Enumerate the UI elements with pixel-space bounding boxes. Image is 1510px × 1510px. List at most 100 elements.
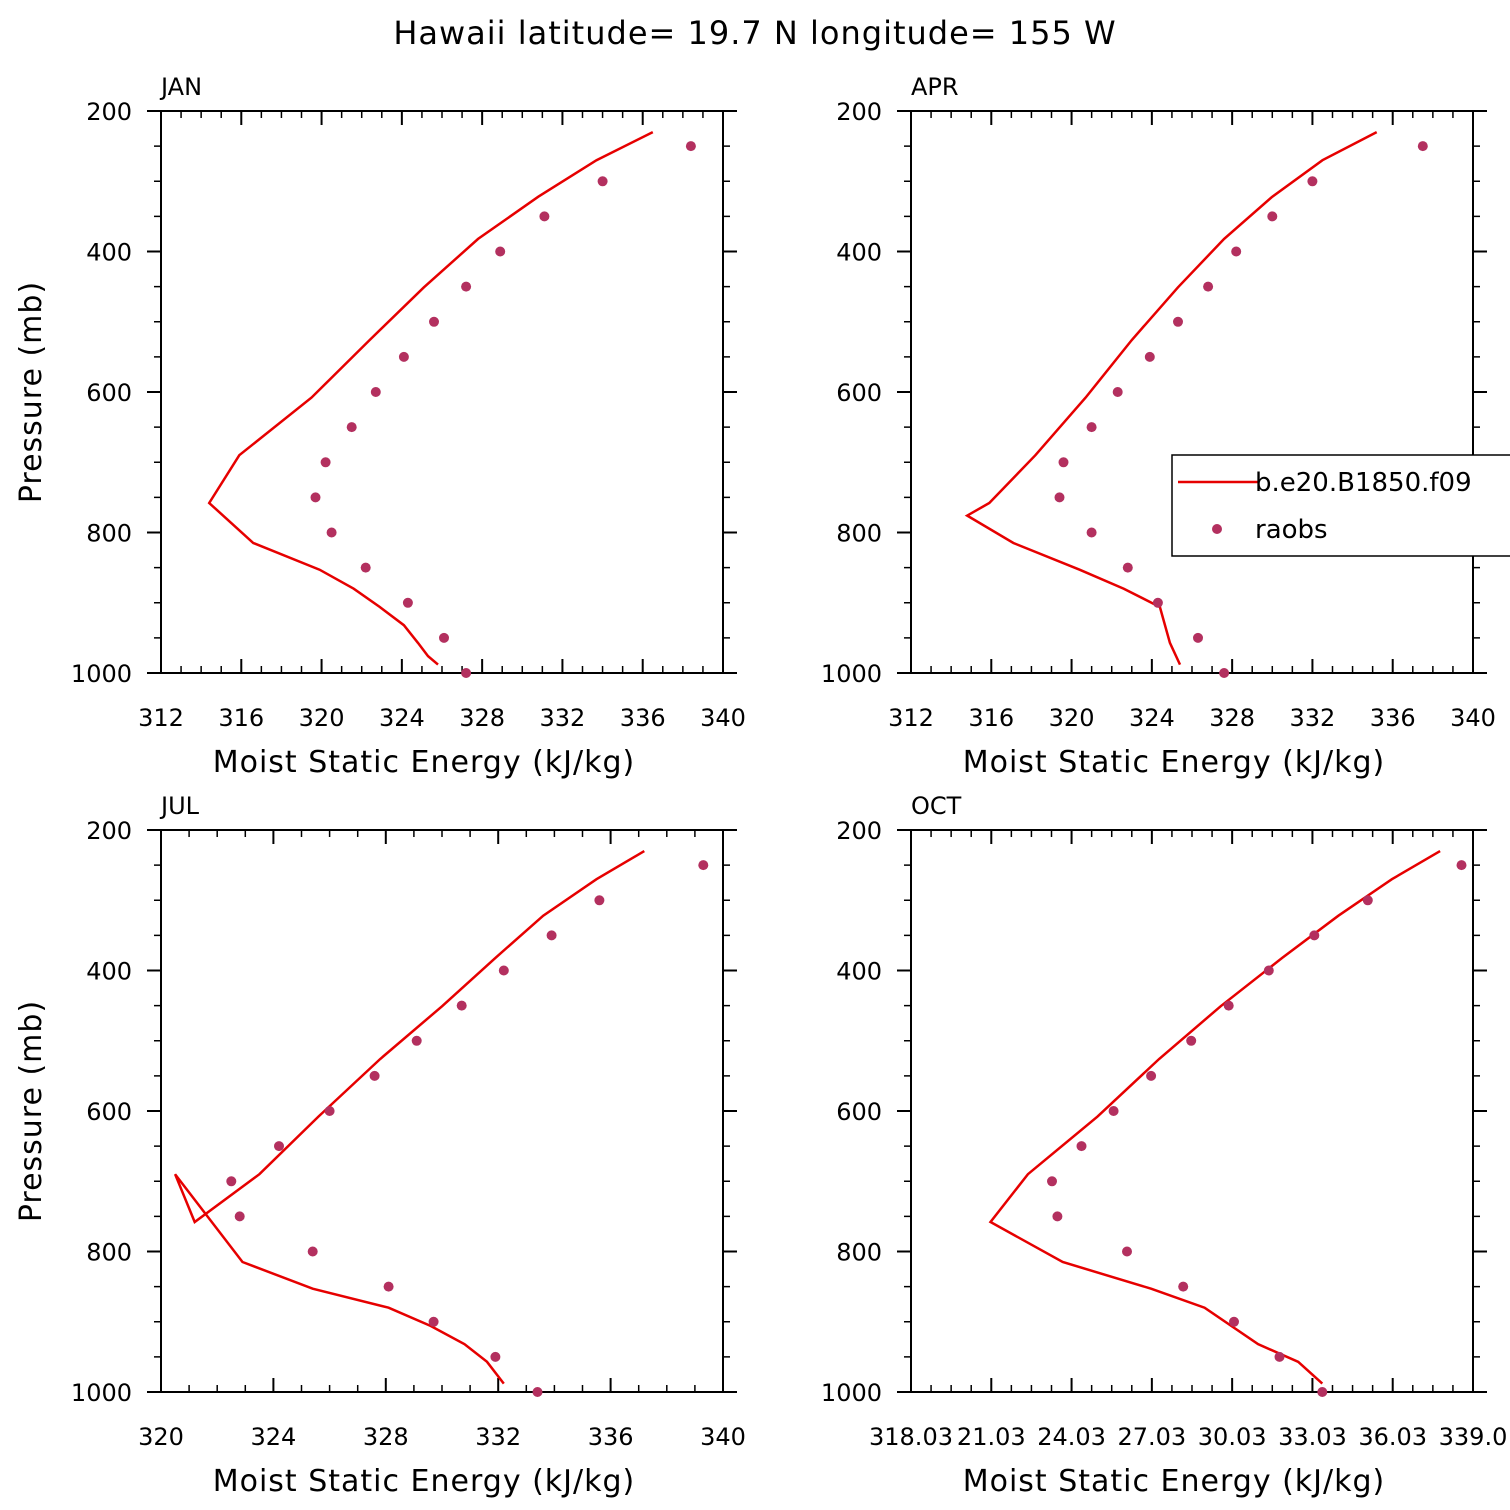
raobs-point	[369, 1070, 380, 1081]
x-tick-label: 336	[1370, 704, 1416, 732]
plot-frame	[910, 110, 1474, 674]
x-tick-label: 336	[588, 1423, 634, 1451]
raobs-point	[1223, 1000, 1234, 1011]
raobs-point	[1307, 176, 1318, 187]
x-tick-label: 332	[475, 1423, 521, 1451]
y-tick-label: 400	[836, 958, 882, 986]
figure-title: Hawaii latitude= 19.7 N longitude= 155 W	[393, 14, 1116, 52]
panel-jul: JUL 320 324 328 332 336 340 200 400 600 800 1000 Moi…	[14, 792, 746, 1499]
x-tick-label: 320	[299, 704, 345, 732]
model-profile-line	[207, 130, 654, 666]
y-tick-label: 600	[86, 379, 132, 407]
raobs-point	[1146, 1070, 1157, 1081]
legend-obs-label: raobs	[1255, 515, 1328, 545]
y-tick-label: 200	[86, 817, 132, 845]
model-profile-line	[964, 130, 1378, 666]
raobs-point	[1086, 422, 1097, 433]
raobs-point	[461, 281, 472, 292]
raobs-point	[1219, 668, 1230, 678]
x-tick-label: 324	[250, 1423, 296, 1451]
x-tick-label: 324	[1129, 704, 1175, 732]
raobs-point	[1309, 930, 1320, 941]
x-tick-label: 24.03	[1037, 1423, 1106, 1451]
panel-label: JUL	[159, 792, 200, 820]
x-axis-label: Moist Static Energy (kJ/kg)	[213, 745, 636, 780]
raobs-point	[1178, 1281, 1189, 1292]
x-tick-label: 318.03	[869, 1423, 953, 1451]
raobs-point	[439, 632, 449, 643]
x-tick-label: 340	[1450, 704, 1496, 732]
x-tick-label: 340	[700, 704, 746, 732]
raobs-point	[1047, 1176, 1057, 1187]
raobs-point	[1054, 492, 1065, 503]
raobs-point	[320, 457, 331, 468]
raobs-point	[594, 895, 605, 906]
raobs-point	[1203, 281, 1214, 292]
model-profile-line	[988, 850, 1441, 1385]
raobs-point	[428, 1316, 439, 1327]
raobs-point	[324, 1106, 335, 1116]
legend: b.e20.B1850.f09 raobs	[1171, 454, 1510, 557]
raobs-point	[307, 1246, 318, 1257]
raobs-point	[456, 1000, 467, 1011]
x-tick-label: 27.03	[1117, 1423, 1186, 1451]
raobs-point	[1108, 1106, 1119, 1116]
x-tick-label: 328	[363, 1423, 409, 1451]
y-tick-label: 1000	[821, 1379, 882, 1407]
y-tick-label: 600	[836, 379, 882, 407]
x-tick-label: 30.03	[1198, 1423, 1267, 1451]
y-tick-label: 600	[86, 1098, 132, 1126]
y-tick-label: 800	[86, 1239, 132, 1267]
y-axis-label: Pressure (mb)	[14, 1000, 49, 1222]
y-tick-label: 800	[836, 1239, 882, 1267]
y-tick-label: 800	[86, 520, 132, 548]
x-tick-label: 324	[379, 704, 425, 732]
panel-label: APR	[911, 73, 959, 101]
raobs-point	[226, 1176, 237, 1187]
legend-obs-marker	[1212, 524, 1222, 534]
y-tick-label: 400	[86, 958, 132, 986]
raobs-point	[1267, 211, 1278, 222]
raobs-point	[1456, 860, 1467, 871]
raobs-point	[698, 860, 709, 871]
raobs-point	[1229, 1316, 1239, 1327]
x-tick-label: 36.03	[1358, 1423, 1427, 1451]
x-tick-label: 316	[218, 704, 264, 732]
x-tick-label: 21.03	[957, 1423, 1026, 1451]
y-tick-label: 800	[836, 520, 882, 548]
model-profile-line	[173, 850, 645, 1385]
raobs-point	[1186, 1035, 1197, 1046]
raobs-point	[461, 668, 472, 678]
raobs-point	[234, 1211, 245, 1222]
panel-apr: APR 312 316 320 324 328 332 336 340 200 400 600 800 1…	[821, 73, 1496, 780]
y-tick-label: 1000	[821, 660, 882, 688]
panel-oct: OCT 318.03 21.03 24.03 27.03 30.03 33.03 36.03 3…	[821, 792, 1507, 1499]
raobs-point	[274, 1141, 284, 1152]
x-axis-label: Moist Static Energy (kJ/kg)	[213, 1464, 636, 1499]
raobs-point	[1231, 246, 1242, 257]
panel-label: JAN	[159, 73, 202, 101]
raobs-point	[495, 246, 506, 257]
raobs-point	[1263, 965, 1274, 976]
x-axis-label: Moist Static Energy (kJ/kg)	[963, 1464, 1386, 1499]
raobs-point	[1076, 1141, 1087, 1152]
panel-grid: JAN 312 316 320 324 328 332 336 340 200 400 600 800 1…	[14, 73, 1507, 1499]
raobs-point	[685, 141, 696, 152]
raobs-point	[1122, 562, 1133, 573]
raobs-point	[1058, 457, 1069, 468]
raobs-point	[429, 316, 439, 327]
raobs-point	[532, 1387, 543, 1397]
raobs-point	[1052, 1211, 1063, 1222]
x-tick-label: 336	[620, 704, 666, 732]
y-axis-label: Pressure (mb)	[14, 281, 49, 503]
x-tick-label: 328	[1209, 704, 1255, 732]
x-tick-label: 332	[1290, 704, 1336, 732]
raobs-point	[1152, 597, 1163, 608]
y-tick-label: 200	[836, 817, 882, 845]
x-tick-label: 328	[459, 704, 505, 732]
panel-label: OCT	[911, 792, 962, 820]
panel-jan: JAN 312 316 320 324 328 332 336 340 200 400 600 800 1…	[14, 73, 746, 780]
raobs-point	[490, 1351, 501, 1362]
raobs-point	[1274, 1351, 1285, 1362]
